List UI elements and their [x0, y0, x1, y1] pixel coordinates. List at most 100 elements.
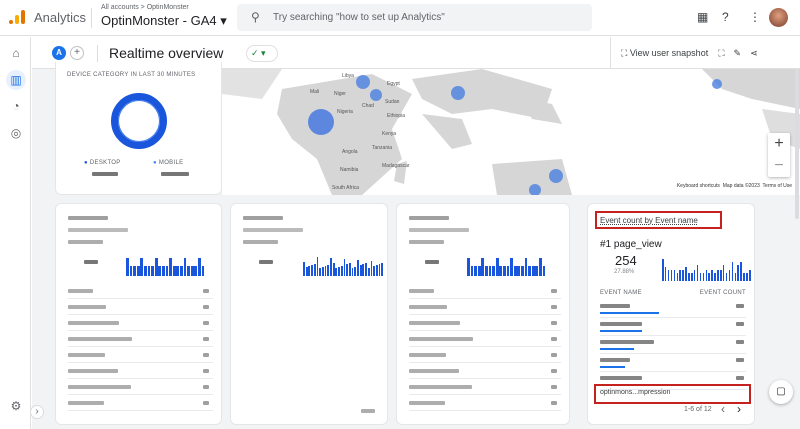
explore-icon[interactable]: ◔: [12, 99, 20, 113]
map-marker[interactable]: [712, 79, 722, 89]
settings-icon[interactable]: ⚙: [10, 399, 22, 413]
zoom-out-button[interactable]: −: [774, 157, 784, 174]
map-marker[interactable]: [356, 75, 370, 89]
column-header-event-count[interactable]: EVENT COUNT: [699, 290, 746, 296]
blurred-bar: [524, 258, 528, 276]
spark-bar: [705, 270, 708, 281]
apps-icon[interactable]: ▦: [697, 10, 709, 24]
donut-chart[interactable]: [111, 93, 167, 149]
blurred-bar: [510, 258, 513, 276]
spark-bar: [714, 272, 716, 281]
spark-bar: [688, 272, 690, 281]
add-comparison-icon[interactable]: +: [70, 46, 84, 60]
blurred-bar: [381, 263, 384, 276]
event-name-optinmonster-impression[interactable]: optinmons...mpression: [600, 389, 671, 396]
blurred-bar: [169, 258, 172, 276]
redacted-row-label: [409, 401, 445, 405]
spark-bar: [685, 267, 687, 281]
map-marker[interactable]: [549, 169, 563, 183]
row-divider: [68, 298, 213, 299]
blurred-bar: [332, 263, 335, 276]
share-icon[interactable]: ⋖: [750, 48, 758, 58]
more-vert-icon[interactable]: ⋮: [749, 10, 761, 24]
blurred-bar: [180, 266, 183, 276]
blurred-bar: [467, 258, 470, 276]
map-marker[interactable]: [308, 109, 334, 135]
redacted-row-label: [68, 401, 104, 405]
redacted-row-label: [409, 305, 447, 309]
redacted-row-value: [551, 321, 557, 325]
redacted-row-value: [203, 401, 209, 405]
event-share-bar: [600, 366, 626, 368]
map-label: Tanzania: [372, 145, 393, 151]
card-title[interactable]: Event count by Event name: [600, 216, 698, 225]
spark-bar: [720, 270, 722, 281]
event-count-card: Event count by Event name #1 page_view 2…: [587, 203, 755, 425]
realtime-map[interactable]: Mali Niger Chad Sudan Nigeria Ethiopia K…: [222, 69, 800, 195]
blurred-bar: [348, 263, 351, 276]
redacted-row-value: [203, 321, 209, 325]
search-placeholder: Try searching "how to set up Analytics": [273, 12, 445, 23]
map-marker[interactable]: [370, 89, 382, 101]
divider: [97, 45, 98, 62]
blurred-bar: [499, 266, 503, 276]
avatar[interactable]: [769, 8, 788, 27]
feedback-icon[interactable]: ▢: [769, 380, 793, 404]
scrollbar[interactable]: [795, 69, 799, 219]
map-label: Sudan: [385, 99, 400, 105]
next-page-button[interactable]: ›: [737, 402, 741, 416]
spark-bar: [670, 270, 673, 281]
blurred-bar: [495, 258, 499, 276]
highlight-box: [595, 211, 722, 229]
blurred-bar: [470, 266, 474, 276]
blurred-bar: [485, 266, 488, 276]
spark-bar: [711, 270, 713, 281]
blurred-bar: [144, 266, 147, 276]
keyboard-shortcuts-link[interactable]: Keyboard shortcuts: [676, 183, 720, 189]
column-header-event-name[interactable]: EVENT NAME: [600, 290, 642, 296]
breadcrumb[interactable]: All accounts > OptinMonster: [101, 4, 189, 11]
redacted-row-value: [551, 353, 557, 357]
status-check-icon[interactable]: ✓ ▾: [246, 45, 278, 62]
view-snapshot-label: View user snapshot: [629, 48, 709, 58]
redacted-row-value: [551, 385, 557, 389]
map-zoom-controls[interactable]: + −: [768, 133, 790, 177]
blurred-bar: [305, 267, 308, 276]
blurred-bar: [370, 261, 373, 276]
collapse-icon[interactable]: ›: [30, 405, 44, 419]
blurred-bar: [542, 266, 546, 276]
property-selector[interactable]: OptinMonster - GA4 ▾: [101, 13, 227, 28]
help-icon[interactable]: ?: [722, 10, 729, 24]
sparkline-chart[interactable]: [662, 259, 752, 281]
redacted-event-name: [600, 340, 654, 344]
comparison-chip[interactable]: A: [52, 46, 66, 60]
view-user-snapshot-button[interactable]: ⛶ View user snapshot ⛶ ✎ ⋖: [610, 37, 758, 69]
zoom-in-button[interactable]: +: [774, 135, 784, 152]
blurred-bar: [162, 266, 165, 276]
blurred-bar: [311, 265, 313, 276]
search-input[interactable]: ⚲ Try searching "how to set up Analytics": [237, 4, 592, 31]
event-share-bar: [600, 330, 642, 332]
map-attribution: Keyboard shortcuts Map data ©2023 Terms …: [676, 183, 792, 189]
home-icon[interactable]: ⌂: [12, 46, 20, 60]
snapshot-icon: ⛶: [621, 48, 630, 58]
reports-icon[interactable]: ▥: [6, 70, 26, 90]
analytics-logo: [9, 10, 25, 24]
map-marker[interactable]: [451, 86, 465, 100]
advertising-icon[interactable]: ◎: [10, 126, 22, 140]
blurred-bar: [187, 266, 190, 276]
redacted-row-label: [68, 289, 93, 293]
row-divider: [409, 362, 561, 363]
map-marker[interactable]: [529, 184, 541, 195]
map-label: Niger: [334, 91, 346, 97]
prev-page-button[interactable]: ‹: [721, 402, 725, 416]
edit-icon[interactable]: ✎: [733, 48, 742, 58]
spark-bar: [702, 272, 705, 281]
map-label: Mali: [310, 89, 320, 95]
blurred-bar: [375, 265, 378, 276]
blurred-bar: [198, 258, 201, 276]
fullscreen-icon[interactable]: ⛶: [718, 48, 725, 58]
terms-link[interactable]: Terms of Use: [762, 183, 792, 189]
spark-bar: [673, 270, 676, 281]
redacted-row-value: [203, 289, 209, 293]
